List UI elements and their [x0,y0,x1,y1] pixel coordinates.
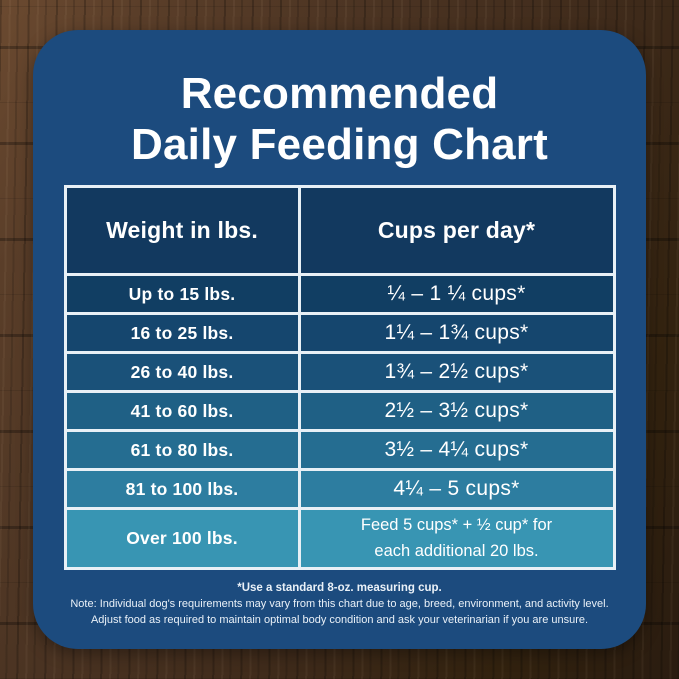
footnote-measuring-cup: *Use a standard 8-oz. measuring cup. [237,582,442,595]
weight-cell-row-3: 26 to 40 lbs. [66,354,298,391]
header-cell-cups: Cups per day* [300,188,613,274]
feeding-table: Weight in lbs. Cups per day* Up to 15 lb… [63,185,616,571]
header-cell-weight: Weight in lbs. [66,188,298,274]
cups-cell-row-5: 3½ – 4¼ cups* [300,432,613,469]
weight-cell-row-2: 16 to 25 lbs. [66,315,298,352]
cups-cell-row-7-text: Feed 5 cups* + ½ cup* for each additiona… [360,516,553,560]
weight-cell-row-5: 61 to 80 lbs. [66,432,298,469]
cups-cell-row-1: ¼ – 1 ¼ cups* [300,276,613,313]
footnote-note-line-1: Note: Individual dog's requirements may … [70,598,609,611]
weight-cell-row-1: Up to 15 lbs. [66,276,298,313]
cups-cell-row-7: Feed 5 cups* + ½ cup* for each additiona… [300,510,613,568]
weight-cell-row-4: 41 to 60 lbs. [66,393,298,430]
cups-cell-row-6: 4¼ – 5 cups* [300,471,613,508]
chart-title: Recommended Daily Feeding Chart [33,68,646,170]
cups-cell-row-3: 1¾ – 2½ cups* [300,354,613,391]
footnote-note-line-2: Adjust food as required to maintain opti… [90,613,589,626]
title-line-2: Daily Feeding Chart [131,120,548,170]
weight-cell-row-7: Over 100 lbs. [66,510,298,568]
chart-panel: Recommended Daily Feeding Chart Weight i… [33,30,646,649]
title-line-1: Recommended [180,69,499,118]
cups-cell-row-4: 2½ – 3½ cups* [300,393,613,430]
weight-cell-row-6: 81 to 100 lbs. [66,471,298,508]
cups-cell-row-2: 1¼ – 1¾ cups* [300,315,613,352]
footnotes: *Use a standard 8-oz. measuring cup. Not… [33,582,646,628]
